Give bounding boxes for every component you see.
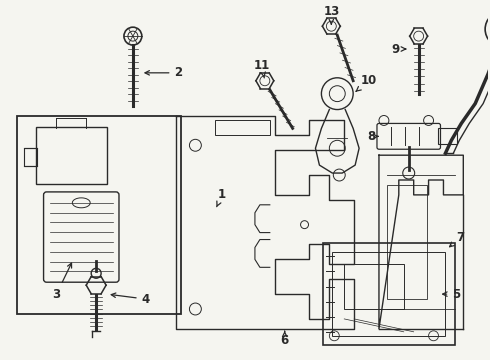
Text: 12: 12 bbox=[0, 359, 1, 360]
Bar bbox=[17, 116, 180, 314]
Bar bbox=[344, 264, 404, 309]
Bar bbox=[24, 148, 37, 166]
Text: 11: 11 bbox=[254, 59, 270, 78]
Text: 7: 7 bbox=[450, 231, 465, 247]
Text: 6: 6 bbox=[281, 332, 289, 347]
Text: 2: 2 bbox=[145, 66, 183, 79]
Text: 5: 5 bbox=[442, 288, 461, 301]
Text: 9: 9 bbox=[392, 42, 406, 55]
Text: 13: 13 bbox=[323, 5, 340, 24]
Bar bbox=[332, 252, 445, 336]
Text: 4: 4 bbox=[111, 293, 150, 306]
Bar bbox=[215, 121, 270, 135]
Text: 10: 10 bbox=[356, 74, 377, 91]
Text: 8: 8 bbox=[367, 130, 378, 143]
Text: 3: 3 bbox=[52, 263, 72, 301]
Bar bbox=[387, 185, 427, 299]
Text: 1: 1 bbox=[217, 188, 226, 207]
